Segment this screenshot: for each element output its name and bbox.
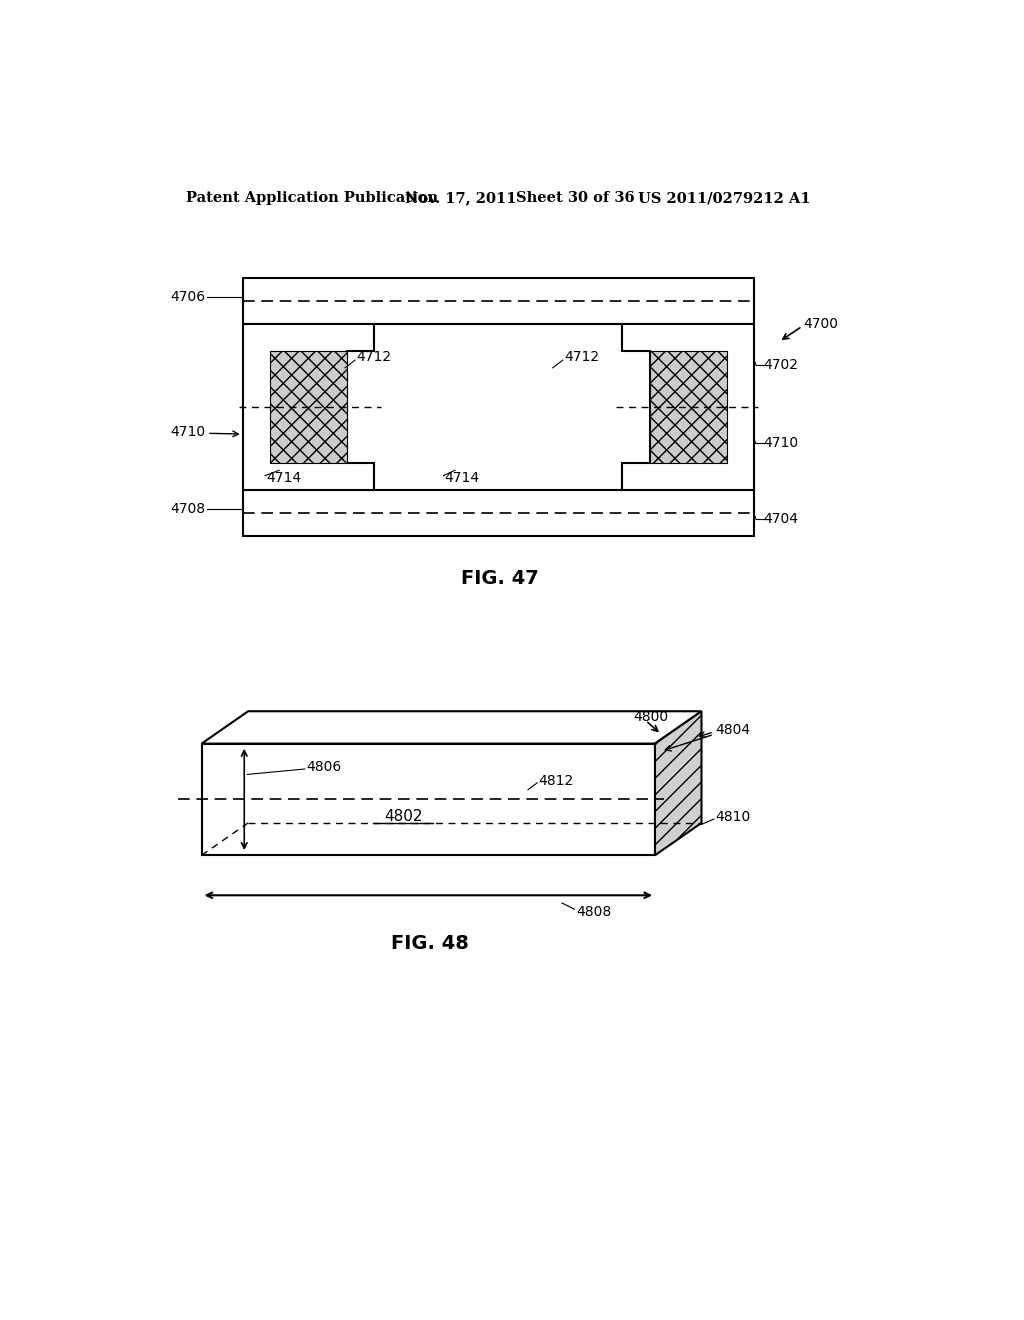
Polygon shape: [243, 277, 755, 323]
Polygon shape: [649, 351, 727, 462]
Polygon shape: [270, 351, 347, 462]
Text: 4810: 4810: [716, 809, 751, 824]
Text: 4714: 4714: [266, 471, 301, 484]
Text: 4712: 4712: [564, 350, 599, 364]
Text: 4712: 4712: [356, 350, 392, 364]
Text: FIG. 48: FIG. 48: [391, 935, 469, 953]
Text: 4702: 4702: [764, 358, 799, 372]
Text: 4802: 4802: [384, 809, 422, 824]
Text: 4708: 4708: [170, 502, 206, 516]
Text: 4812: 4812: [539, 774, 574, 788]
Polygon shape: [202, 743, 655, 855]
Polygon shape: [243, 323, 375, 490]
Text: 4806: 4806: [306, 760, 341, 774]
Text: Sheet 30 of 36: Sheet 30 of 36: [515, 191, 634, 206]
Text: Nov. 17, 2011: Nov. 17, 2011: [406, 191, 517, 206]
Text: 4808: 4808: [575, 906, 611, 919]
Text: FIG. 47: FIG. 47: [461, 569, 539, 587]
Text: 4706: 4706: [170, 290, 206, 304]
Text: 4714: 4714: [444, 471, 479, 484]
Text: 4710: 4710: [764, 437, 799, 450]
Text: 4704: 4704: [764, 512, 799, 525]
Text: US 2011/0279212 A1: US 2011/0279212 A1: [638, 191, 811, 206]
Text: 4804: 4804: [716, 723, 751, 737]
Text: 4710: 4710: [170, 425, 206, 438]
Text: 4800: 4800: [633, 710, 669, 725]
Polygon shape: [623, 323, 755, 490]
Polygon shape: [202, 711, 701, 743]
Text: Patent Application Publication: Patent Application Publication: [186, 191, 438, 206]
Polygon shape: [655, 711, 701, 855]
Polygon shape: [243, 490, 755, 536]
Text: 4700: 4700: [804, 317, 839, 331]
